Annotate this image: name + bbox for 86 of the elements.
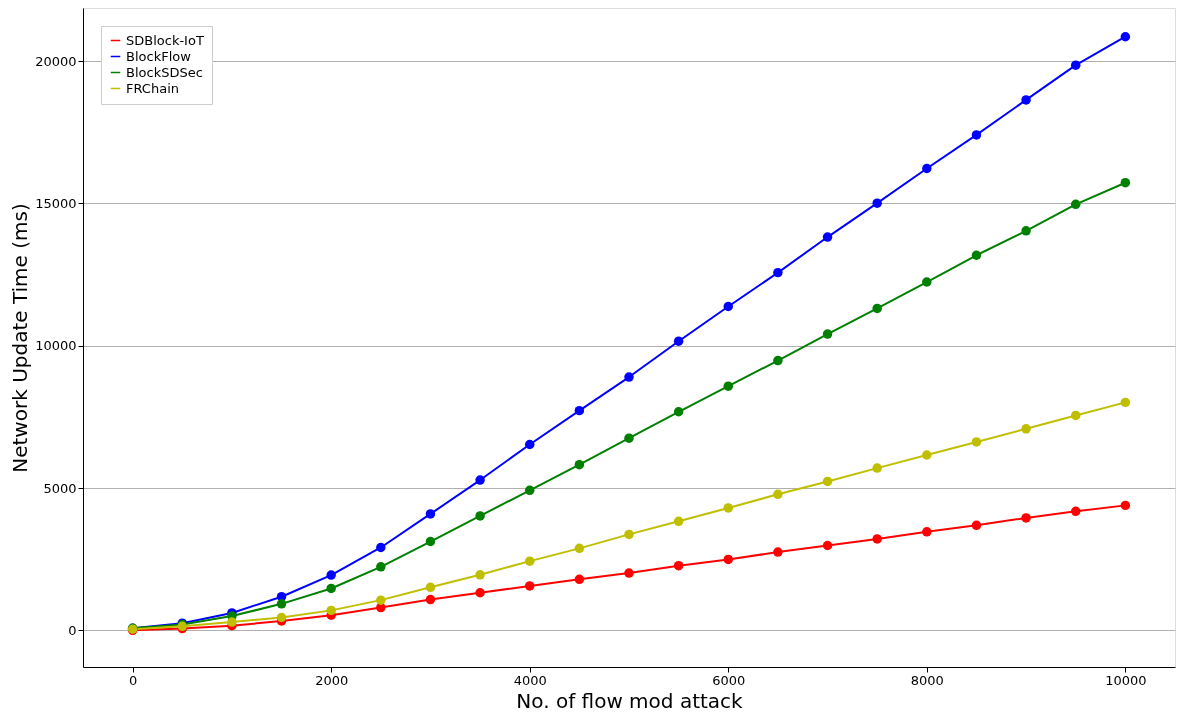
point [425,509,436,519]
point [326,605,336,616]
point [574,543,585,554]
point [1070,60,1081,70]
point [971,437,982,447]
y-axis-title: Network Update Time (ms) [8,203,33,473]
point [723,503,734,513]
point [425,536,436,547]
point [574,405,585,416]
point [326,570,336,580]
point [922,527,932,537]
point [1120,177,1131,188]
point [624,372,634,382]
point [872,463,882,473]
point [673,407,684,417]
point [475,588,485,598]
point [1021,226,1031,236]
point [227,617,237,627]
point [872,303,882,314]
point [1070,506,1081,517]
point [971,250,982,260]
x-tick-label: 10000 [1105,672,1147,688]
y-tick-label: 15000 [35,195,77,211]
point [922,163,932,174]
point [475,475,485,485]
point [773,355,783,366]
point [1021,424,1031,434]
point [822,329,833,339]
point [822,476,833,487]
y-tick-label: 20000 [35,53,77,69]
point [376,595,386,605]
x-axis-title: No. of flow mod attack [516,688,744,713]
point [376,562,386,572]
point [475,570,485,580]
point [673,516,684,527]
point [723,381,734,391]
point [773,267,783,278]
point [1120,32,1131,42]
x-tick-label: 2000 [315,672,349,688]
point [475,511,485,521]
point [624,529,634,540]
point [673,336,684,346]
legend-label: SDBlock-IoT [126,32,204,48]
point [822,232,833,242]
legend-label: BlockFlow [126,48,192,64]
x-tick-label: 8000 [910,672,944,688]
legend-label: FRChain [126,80,179,96]
point [276,599,287,609]
point [822,540,833,551]
point [723,301,734,312]
point [971,520,982,531]
point [574,574,585,585]
point [1070,410,1081,421]
y-tick-label: 10000 [35,338,77,354]
point [922,277,932,287]
point [922,450,932,460]
y-tick-label: 0 [68,622,77,638]
point [971,130,982,140]
x-tick-label: 4000 [513,672,547,688]
point [425,582,436,593]
point [574,459,585,470]
point [425,594,436,605]
point [326,583,336,594]
point [1120,397,1131,408]
point [1021,513,1031,523]
point [524,581,535,591]
point [1021,95,1031,105]
point [872,198,882,208]
point [723,554,734,565]
point [773,547,783,557]
point [524,556,535,566]
point [524,439,535,450]
point [673,560,684,571]
legend-label: BlockSDSec [126,64,203,80]
x-tick-label: 0 [129,672,138,688]
point [624,433,634,443]
point [524,485,535,496]
point [773,489,783,500]
point [376,542,386,553]
point [276,612,287,623]
x-tick-label: 6000 [712,672,746,688]
y-tick-label: 5000 [43,480,77,496]
point [624,568,634,578]
point [1120,500,1131,511]
point [872,534,882,544]
point [1070,199,1081,210]
